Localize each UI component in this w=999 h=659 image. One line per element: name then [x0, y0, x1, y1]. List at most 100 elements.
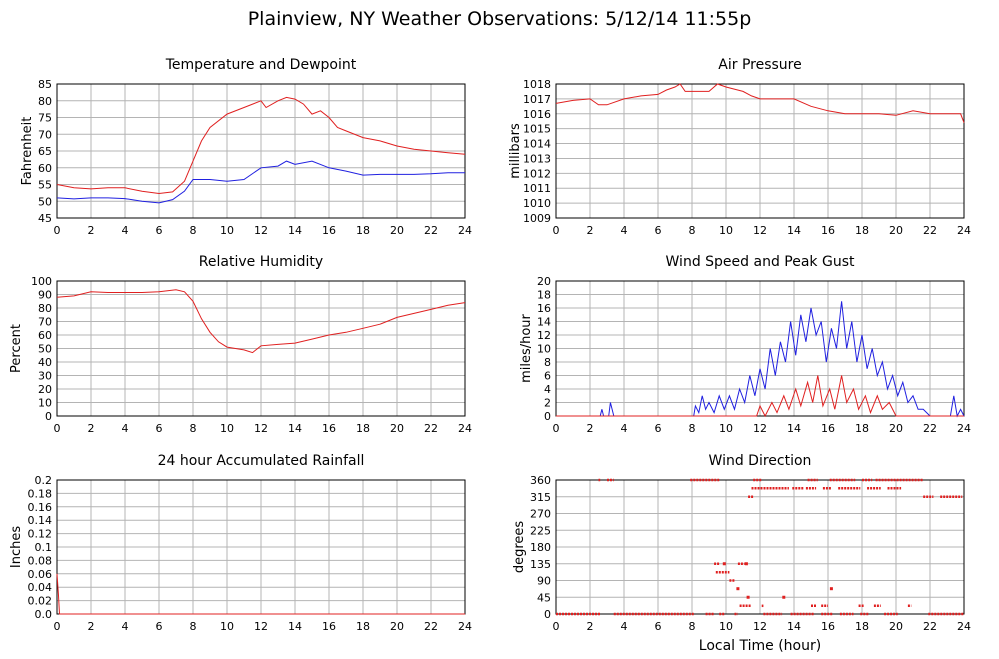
x-tick-label: 18	[855, 422, 869, 435]
y-tick-label: 1015	[523, 123, 551, 136]
chart-title: Air Pressure	[718, 57, 801, 73]
y-tick-label: 12	[537, 329, 551, 342]
y-tick-label: 75	[38, 112, 52, 125]
x-tick-label: 8	[190, 224, 197, 237]
x-tick-label: 10	[220, 620, 234, 633]
y-tick-label: 1018	[523, 78, 551, 91]
y-tick-label: 135	[530, 558, 551, 571]
x-tick-label: 22	[424, 224, 438, 237]
x-tick-label: 22	[424, 422, 438, 435]
y-tick-label: 90	[537, 575, 551, 588]
x-tick-label: 0	[54, 224, 61, 237]
x-tick-label: 2	[88, 620, 95, 633]
x-tick-label: 20	[390, 620, 404, 633]
y-axis-label: Inches	[9, 526, 24, 568]
y-tick-label: 60	[38, 162, 52, 175]
x-tick-label: 20	[390, 224, 404, 237]
x-tick-label: 14	[787, 422, 801, 435]
x-tick-label: 8	[190, 422, 197, 435]
series-line-0	[56, 573, 465, 615]
x-tick-label: 24	[957, 422, 971, 435]
x-tick-label: 6	[156, 620, 163, 633]
series-line-0	[56, 96, 466, 195]
y-tick-label: 1010	[523, 197, 551, 210]
x-tick-label: 6	[156, 224, 163, 237]
x-tick-label: 12	[254, 620, 268, 633]
direction-point	[746, 595, 750, 599]
x-axis-label: Local Time (hour)	[699, 638, 821, 654]
y-tick-label: 315	[530, 491, 551, 504]
series-line-1	[56, 160, 465, 204]
y-tick-label: 40	[38, 356, 52, 369]
y-tick-label: 50	[38, 195, 52, 208]
x-tick-label: 0	[54, 422, 61, 435]
x-tick-label: 4	[122, 620, 129, 633]
y-tick-label: 65	[38, 145, 52, 158]
x-tick-label: 24	[957, 620, 971, 633]
y-tick-label: 80	[38, 302, 52, 315]
x-tick-label: 16	[322, 422, 336, 435]
y-tick-label: 6	[544, 370, 551, 383]
y-tick-label: 0.12	[28, 528, 53, 541]
y-tick-label: 0.02	[28, 595, 53, 608]
x-tick-label: 0	[553, 422, 560, 435]
relative-humidity-chart: 0 2 4 6 8 10 12 14 16 18 20 22 240102030405060708090…	[9, 254, 472, 435]
x-tick-label: 10	[220, 422, 234, 435]
x-tick-label: 16	[322, 224, 336, 237]
x-tick-label: 4	[621, 224, 628, 237]
series-line-0	[555, 83, 965, 123]
y-tick-label: 0.06	[28, 568, 53, 581]
y-tick-label: 0.2	[35, 474, 53, 487]
plot-frame	[555, 280, 965, 417]
y-tick-label: 70	[38, 316, 52, 329]
y-tick-label: 1011	[523, 182, 551, 195]
x-tick-label: 18	[855, 620, 869, 633]
y-tick-label: 0.16	[28, 501, 53, 514]
y-tick-label: 16	[537, 302, 551, 315]
x-tick-label: 20	[390, 422, 404, 435]
plot-frame	[56, 280, 466, 417]
x-tick-label: 24	[458, 620, 472, 633]
y-tick-label: 8	[544, 356, 551, 369]
temperature-dewpoint-chart: 0 2 4 6 8 10 12 14 16 18 20 22 24455055606570758085T…	[20, 57, 472, 237]
y-tick-label: 90	[38, 289, 52, 302]
x-tick-label: 10	[719, 422, 733, 435]
x-tick-label: 4	[122, 224, 129, 237]
y-tick-label: 0.1	[35, 541, 53, 554]
direction-point	[722, 562, 726, 566]
x-tick-label: 2	[88, 422, 95, 435]
x-tick-label: 12	[753, 224, 767, 237]
y-tick-label: 4	[544, 383, 551, 396]
x-tick-label: 10	[220, 224, 234, 237]
y-tick-label: 0.18	[28, 487, 53, 500]
y-tick-label: 60	[38, 329, 52, 342]
x-tick-label: 2	[88, 224, 95, 237]
chart-title: Wind Speed and Peak Gust	[666, 254, 855, 270]
wind-speed-gust-chart: 0 2 4 6 8 10 12 14 16 18 20 22 2402468101214161820Wi…	[519, 254, 971, 435]
y-tick-label: 1013	[523, 152, 551, 165]
y-tick-label: 20	[38, 383, 52, 396]
x-tick-label: 12	[254, 224, 268, 237]
x-tick-label: 24	[458, 224, 472, 237]
x-tick-label: 12	[254, 422, 268, 435]
x-tick-label: 22	[923, 422, 937, 435]
x-tick-label: 16	[821, 422, 835, 435]
series-line-0	[56, 289, 466, 354]
x-tick-label: 4	[122, 422, 129, 435]
x-tick-label: 16	[821, 620, 835, 633]
x-tick-label: 14	[288, 620, 302, 633]
x-tick-label: 12	[753, 422, 767, 435]
x-tick-label: 22	[923, 620, 937, 633]
y-tick-label: 10	[537, 343, 551, 356]
y-axis-label: Fahrenheit	[20, 117, 35, 186]
x-tick-label: 4	[621, 422, 628, 435]
x-tick-label: 2	[587, 422, 594, 435]
y-axis-label: millibars	[508, 123, 523, 179]
y-tick-label: 20	[537, 275, 551, 288]
x-tick-label: 18	[356, 422, 370, 435]
x-tick-label: 0	[553, 620, 560, 633]
x-tick-label: 18	[855, 224, 869, 237]
page-title: Plainview, NY Weather Observations: 5/12…	[247, 8, 752, 30]
y-tick-label: 0.08	[28, 554, 53, 567]
